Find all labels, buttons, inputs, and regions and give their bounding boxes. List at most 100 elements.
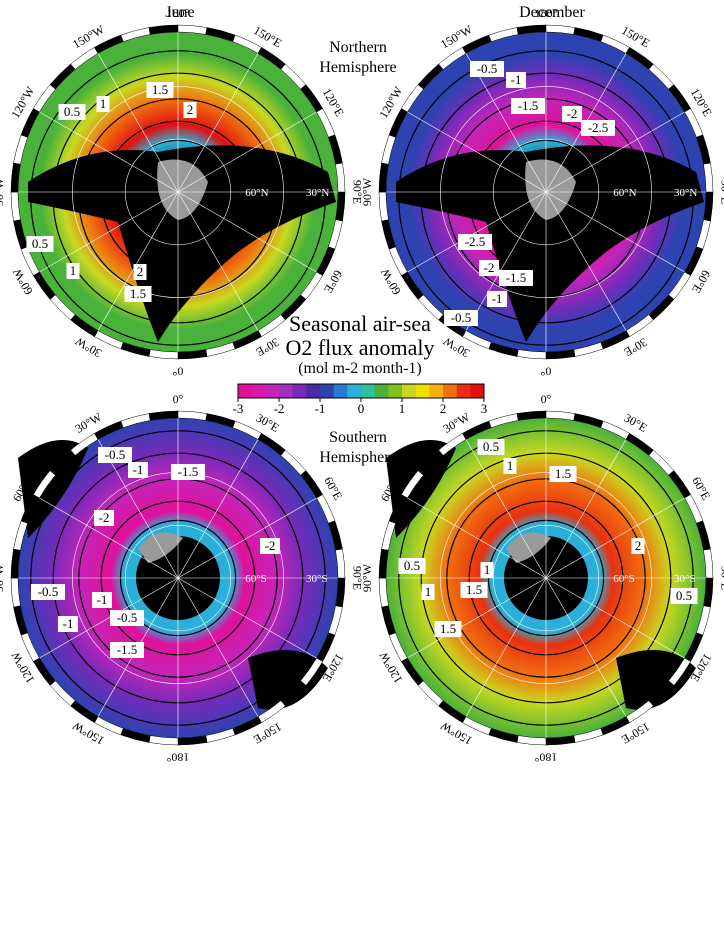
meridian-line — [177, 439, 259, 579]
meridian-line — [545, 497, 685, 579]
contour-label-box — [96, 96, 110, 112]
colorbar-swatch — [265, 384, 280, 398]
contour-label: 1 — [66, 263, 80, 279]
contour-label-text: -2 — [265, 538, 276, 553]
contour-label: 1.5 — [434, 621, 462, 637]
meridian-line — [177, 191, 317, 273]
contour-label: 1 — [421, 584, 435, 600]
meridian-line — [39, 191, 179, 273]
contour-label: -0.5 — [444, 310, 478, 326]
contour-label-box — [444, 310, 478, 326]
contour-label-box — [458, 234, 492, 250]
latitude-label: 60°S — [245, 573, 267, 585]
contour-label-text: 1.5 — [466, 582, 482, 597]
colorbar-swatch — [306, 384, 321, 398]
contour-label-box — [128, 462, 148, 478]
contour-label-text: -1 — [97, 592, 108, 607]
map-december-north: 180°150°E120°E90°E60°E30°E0°30°W60°W90°W… — [360, 6, 724, 379]
latitude-label: 60°N — [613, 187, 636, 199]
meridian-line — [545, 439, 627, 579]
contour-label-box — [94, 510, 114, 526]
south-label-line1: Southern — [329, 429, 387, 446]
contour-label-box — [480, 562, 494, 578]
colorbar-tick-label: 0 — [358, 401, 365, 416]
contour-label: -2 — [479, 260, 499, 276]
contour-label-box — [631, 538, 645, 554]
contour-label-box — [549, 466, 577, 482]
contour-label: -1 — [487, 291, 507, 307]
colorbar-swatch — [402, 384, 417, 398]
contour-label-box — [31, 584, 65, 600]
land-masses — [396, 145, 704, 342]
contour-label-box — [146, 82, 174, 98]
map-december-south: 0°30°E60°E90°E120°E150°E180°150°W120°W90… — [360, 392, 724, 765]
contour-label-text: -2.5 — [588, 120, 609, 135]
contour-label-text: -1.5 — [178, 464, 199, 479]
contour-label: -1 — [506, 72, 526, 88]
contour-label: 1.5 — [460, 582, 488, 598]
contour-label: -0.5 — [31, 584, 65, 600]
south-america-shape — [386, 440, 456, 538]
contour-label: 2 — [631, 538, 645, 554]
greenland-shape — [157, 159, 208, 220]
border-segment — [335, 548, 346, 579]
contour-label-box — [133, 264, 147, 280]
meridian-line — [97, 53, 179, 193]
meridian-line — [545, 191, 627, 331]
contour-label-text: -1 — [133, 462, 144, 477]
contour-label: -2 — [260, 538, 280, 554]
colorbar-tick-label: -3 — [233, 401, 244, 416]
colorbar-swatch — [456, 384, 471, 398]
contour-label-text: 1.5 — [152, 82, 168, 97]
colorbar-tick-label: -2 — [274, 401, 285, 416]
map-border — [10, 24, 346, 360]
contour-label-box — [511, 98, 545, 114]
meridian-line — [177, 497, 317, 579]
contour-label: 0.5 — [58, 104, 86, 120]
contour-label-box — [26, 236, 54, 252]
contour-label-box — [479, 260, 499, 276]
colorbar-tick-label: -1 — [315, 401, 326, 416]
contour-label-text: 1 — [484, 562, 491, 577]
contour-label: 0.5 — [477, 439, 505, 455]
meridian-line — [407, 577, 547, 659]
contour-label-box — [92, 592, 112, 608]
contour-label-text: -0.5 — [477, 61, 498, 76]
contour-label-text: 0.5 — [32, 236, 48, 251]
latitude-label: 60°N — [245, 187, 268, 199]
contour-label-text: -2 — [484, 260, 495, 275]
contour-label: -0.5 — [110, 610, 144, 626]
contour-label-text: 1 — [70, 263, 77, 278]
longitude-label: 0° — [541, 392, 552, 406]
contour-label: -2.5 — [581, 120, 615, 136]
contour-label-box — [398, 558, 426, 574]
meridian-line — [39, 111, 179, 193]
contour-label-text: 2 — [137, 264, 144, 279]
contour-label: -0.5 — [470, 61, 504, 77]
contour-label-box — [487, 291, 507, 307]
latitude-label: 30°N — [306, 187, 329, 199]
contour-label-text: -1.5 — [518, 98, 539, 113]
contour-label-text: -0.5 — [38, 584, 59, 599]
contour-label: -1 — [92, 592, 112, 608]
contour-label: 1 — [480, 562, 494, 578]
longitude-label: 90°W — [360, 563, 374, 592]
contour-label-box — [460, 582, 488, 598]
colorbar-tick-label: 1 — [399, 401, 406, 416]
longitude-label: 90°E — [350, 566, 364, 590]
colorbar-swatch — [470, 384, 485, 398]
colorbar-swatch — [238, 384, 253, 398]
colorbar-swatch — [251, 384, 266, 398]
latitude-label: 60°S — [613, 573, 635, 585]
map-june-north: 180°150°E120°E90°E60°E30°E0°30°W60°W90°W… — [0, 6, 364, 379]
latitude-label: 30°S — [674, 573, 696, 585]
contour-label: 0.5 — [670, 588, 698, 604]
map-border — [378, 410, 714, 746]
contour-label-text: 2 — [635, 538, 642, 553]
contour-label-text: -2 — [567, 106, 578, 121]
colorbar-swatch — [292, 384, 307, 398]
contour-label-box — [499, 270, 533, 286]
contour-label: 0.5 — [26, 236, 54, 252]
meridian-line — [177, 191, 259, 331]
